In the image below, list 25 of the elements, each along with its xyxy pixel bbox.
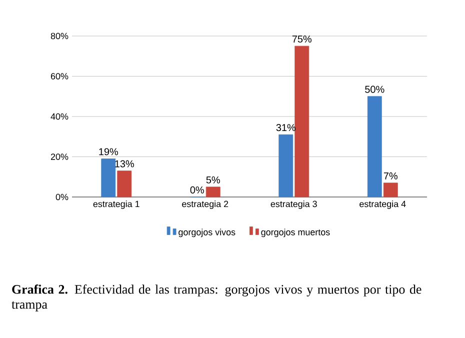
bar <box>117 170 132 198</box>
text: Grafica 2. Efectividad de las trampas: gorgojos vivos y muertos por tipo de trampa <box>12 284 422 312</box>
bar <box>294 46 310 198</box>
y-tick-label: 80% <box>50 32 68 40</box>
data-label: 0% <box>190 186 204 194</box>
bar <box>101 158 116 198</box>
x-tick-label: estrategia 3 <box>270 200 317 209</box>
bar <box>383 182 398 198</box>
x-tick-label: estrategia 4 <box>360 200 406 209</box>
y-tick-label: 0% <box>56 194 68 200</box>
data-label: 75% <box>292 36 312 43</box>
y-tick-label: 20% <box>50 154 68 160</box>
y-tick-label: 40% <box>50 113 68 120</box>
data-label: 19% <box>99 148 118 156</box>
x-tick-label: estrategia 1 <box>93 200 140 209</box>
data-label: 5% <box>206 176 220 184</box>
data-label: 7% <box>384 172 398 180</box>
y-tick-label: 60% <box>50 73 68 80</box>
bar <box>278 134 294 198</box>
bar <box>367 96 382 198</box>
legend-label: gorgojos muertos <box>261 228 330 238</box>
bar <box>206 186 220 198</box>
data-label: 50% <box>365 86 384 93</box>
x-tick-label: estrategia 2 <box>182 200 228 209</box>
legend-label: gorgojos vivos <box>178 228 236 238</box>
